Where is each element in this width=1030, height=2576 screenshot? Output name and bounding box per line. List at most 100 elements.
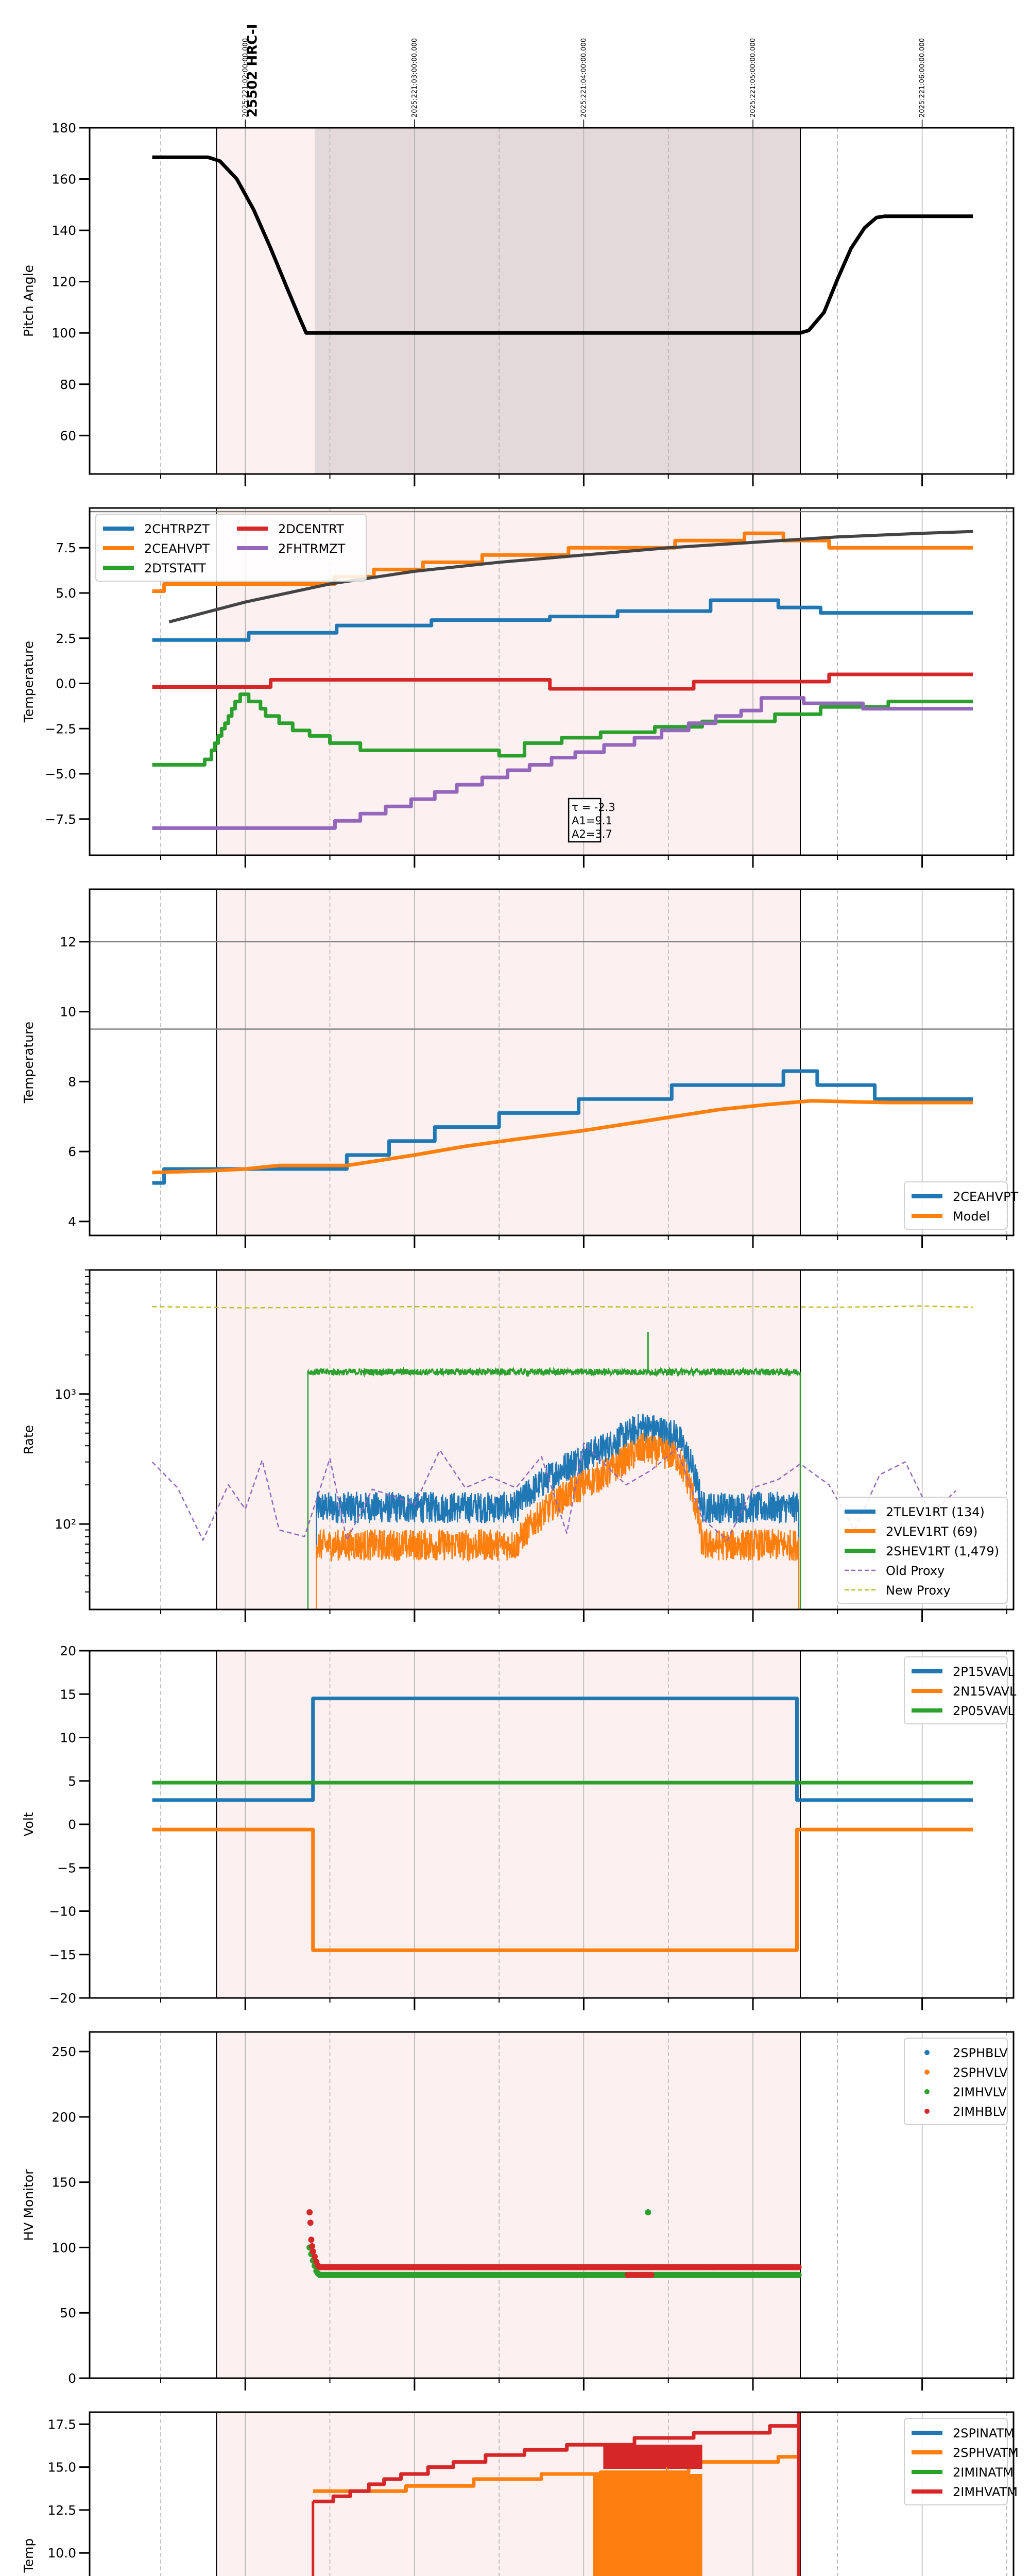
panel-detector-temp: 0.02.55.07.510.012.515.017.5Detector Tem…: [21, 2411, 1019, 2576]
y-tick-label: 10.0: [47, 2546, 76, 2561]
series-2imhblv-point: [308, 2236, 315, 2243]
y-tick-label: 10²: [55, 1517, 76, 1532]
y-axis-label: Temperature: [21, 1022, 36, 1104]
legend-label: 2TLEV1RT (134): [886, 1505, 985, 1519]
legend-label: 2CEAHVPT: [144, 541, 210, 556]
slew-interval: [315, 128, 800, 474]
legend-label: 2SPINATM: [953, 2426, 1015, 2441]
series-2imhvatm-noisy-band: [603, 2445, 702, 2469]
highlight-interval: [216, 2032, 800, 2378]
top-timestamp-label: 2025:221:04:00:00.000: [580, 38, 588, 117]
y-tick-label: 150: [52, 2175, 76, 2190]
annotation-line: A2=3.7: [572, 828, 612, 840]
legend: 2CEAHVPT Model: [904, 1181, 1019, 1230]
y-tick-label: 120: [52, 275, 76, 290]
series-2fhtrmzt-line: [152, 696, 973, 830]
series-2shev1rt-1-479--line: [307, 1366, 801, 1609]
series-2imhblv-point: [795, 2264, 802, 2270]
y-tick-label: 12: [60, 935, 76, 950]
legend-label: 2SHEV1RT (1,479): [886, 1544, 999, 1558]
axes-frame: [89, 2411, 1015, 2576]
y-tick-label: 180: [52, 121, 76, 135]
annotation-line: A1=9.1: [572, 815, 612, 827]
legend-label: 2CEAHVPT: [953, 1190, 1019, 1204]
legend-label: 2P15VAVL: [953, 1665, 1015, 1679]
highlight-interval: [216, 889, 800, 1235]
axes-frame: [89, 127, 1015, 475]
series-2imhvlv-point: [795, 2272, 802, 2278]
legend-label: 2DTSTATT: [144, 561, 206, 575]
legend: 2P15VAVL 2N15VAVL 2P05VAVL: [904, 1656, 1017, 1724]
legend-label: 2N15VAVL: [953, 1684, 1017, 1699]
legend-box: [904, 2418, 1008, 2505]
top-timestamp-label: 2025:221:05:00:00.000: [749, 38, 757, 117]
series-2imhblv-point: [312, 2253, 318, 2260]
y-tick-label: −15: [49, 1947, 76, 1962]
series-2sphvatm-noisy-band: [593, 2473, 702, 2576]
panel-ceahvpt-model: 4 6 8 10 12 Temperature 2CEAHVPT Model: [21, 888, 1019, 1248]
series-2imhblv-point: [306, 2209, 313, 2215]
y-tick-label: −5.0: [45, 767, 76, 782]
legend-label: New Proxy: [886, 1583, 951, 1598]
y-tick-label: −20: [49, 1991, 76, 2006]
legend-label: 2IMHVLV: [953, 2085, 1007, 2099]
y-tick-label: 0.0: [56, 676, 76, 691]
legend-marker: [924, 2050, 930, 2055]
legend-label: 2VLEV1RT (69): [886, 1524, 977, 1539]
axes-frame: [89, 1269, 1015, 1611]
legend-label: 2SPHVATM: [953, 2446, 1019, 2460]
y-tick-label: 100: [52, 2240, 76, 2255]
panel-rates: 10² 10³ Rate 2TLEV1RT (134) 2VLEV1RT (69) 2SH…: [21, 1269, 1015, 1622]
legend-label: 2SPHVLV: [953, 2065, 1008, 2080]
legend-box: [904, 1656, 1008, 1724]
legend: 2CHTRPZT 2CEAHVPT 2DTSTATT 2DCENTRT 2FHTRMZT: [95, 514, 367, 582]
y-tick-label: 6: [68, 1144, 76, 1159]
y-tick-label: 5: [68, 1774, 76, 1789]
series-2imhblv-point: [307, 2219, 314, 2226]
y-tick-label: 2.5: [56, 631, 76, 646]
y-axis-label: Detector Temp: [21, 2538, 36, 2576]
highlight-interval: [216, 1270, 800, 1609]
legend-label: Model: [953, 1209, 990, 1224]
legend-marker: [924, 2109, 930, 2114]
y-tick-label: 200: [52, 2110, 76, 2125]
series-2imhblv-point: [310, 2248, 316, 2255]
series-new-proxy-line: [152, 1305, 973, 1309]
y-tick-label: 15.0: [47, 2460, 76, 2475]
series-2imhvatm-line: [313, 2424, 797, 2503]
y-tick-label: 20: [60, 1643, 76, 1658]
y-tick-label: −5: [57, 1860, 76, 1875]
legend-box: [904, 2038, 1008, 2125]
plot-area: [152, 128, 1007, 474]
highlight-interval: [216, 2412, 800, 2576]
axes-frame: [89, 888, 1015, 1236]
y-tick-label: 17.5: [47, 2417, 76, 2432]
y-tick-label: 12.5: [47, 2503, 76, 2518]
y-tick-label: 15: [60, 1687, 76, 1702]
plot-area: [151, 1270, 1007, 1609]
series-2dcentrt-line: [152, 672, 973, 691]
y-tick-label: 140: [52, 223, 76, 238]
y-tick-label: 7.5: [56, 540, 76, 555]
legend-marker: [924, 2070, 930, 2075]
plot-area: [90, 889, 1014, 1235]
y-tick-label: 0: [68, 2371, 76, 2386]
legend-label: Old Proxy: [886, 1564, 945, 1578]
series-2dtstatt-line: [152, 692, 973, 767]
legend-label: 2P05VAVL: [953, 1704, 1015, 1718]
y-axis-label: Temperature: [21, 641, 36, 723]
series-2imhvlv-point: [645, 2209, 651, 2215]
series-model-line: [152, 1099, 973, 1175]
y-tick-label: 5.0: [56, 586, 76, 601]
legend-label: 2IMINATM: [953, 2465, 1014, 2480]
series-2imhblv-point: [648, 2272, 655, 2278]
y-tick-label: 10: [60, 1731, 76, 1745]
annotation-box: [568, 798, 602, 843]
series-2ceahvpt-line: [152, 1069, 973, 1185]
legend-label: 2IMHVATM: [953, 2485, 1018, 2499]
legend-label: 2SPHBLV: [953, 2046, 1008, 2060]
series-2tlev1rt-134--line: [316, 1413, 799, 1609]
y-tick-label: 100: [52, 326, 76, 341]
y-tick-label: 80: [60, 377, 76, 392]
